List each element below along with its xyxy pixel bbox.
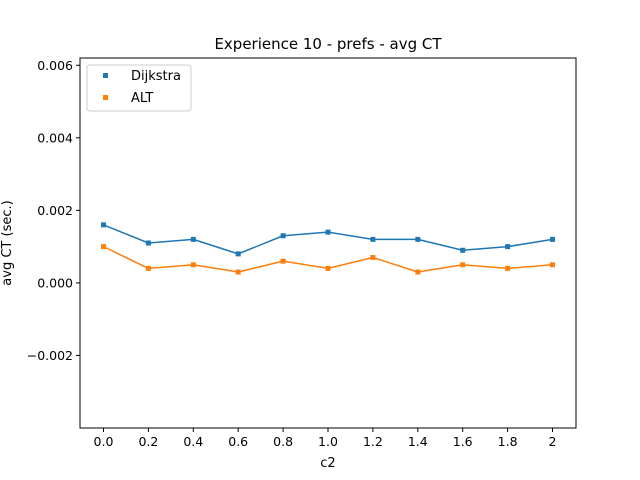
data-point-alt bbox=[235, 269, 241, 275]
legend-marker-alt bbox=[103, 95, 108, 100]
data-point-alt bbox=[370, 255, 376, 261]
x-tick-label: 1.0 bbox=[318, 434, 338, 449]
data-point-dijkstra bbox=[235, 251, 241, 257]
data-point-dijkstra bbox=[550, 236, 555, 242]
data-point-alt bbox=[101, 244, 106, 250]
y-tick-label: 0.004 bbox=[37, 130, 73, 145]
legend-label-alt: ALT bbox=[131, 91, 153, 106]
data-point-alt bbox=[145, 265, 151, 271]
y-tick-label: 0.006 bbox=[37, 58, 73, 73]
data-point-dijkstra bbox=[415, 236, 421, 242]
x-tick-label: 2 bbox=[549, 434, 557, 449]
plot-area bbox=[80, 58, 576, 428]
data-point-alt bbox=[460, 262, 466, 268]
y-tick-label: 0.000 bbox=[37, 275, 73, 290]
x-tick-label: 1.6 bbox=[453, 434, 473, 449]
data-point-dijkstra bbox=[190, 236, 196, 242]
data-point-dijkstra bbox=[101, 222, 106, 228]
y-axis-label: avg CT (sec.) bbox=[0, 200, 15, 285]
x-tick-label: 0.0 bbox=[94, 434, 114, 449]
legend-box bbox=[86, 64, 192, 112]
x-tick-label: 0.8 bbox=[273, 434, 293, 449]
data-point-alt bbox=[280, 258, 286, 264]
data-point-alt bbox=[325, 265, 331, 271]
x-axis-label: c2 bbox=[320, 456, 335, 471]
x-tick-label: 0.4 bbox=[183, 434, 203, 449]
data-point-alt bbox=[415, 269, 421, 275]
series-layer bbox=[101, 222, 555, 275]
legend-marker-dijkstra bbox=[103, 73, 108, 78]
data-point-alt bbox=[190, 262, 196, 268]
x-axis: 0.0 0.2 0.4 0.6 0.8 1.0 1.2 1.4 1.6 1.8 2 bbox=[94, 428, 557, 449]
x-tick-label: 1.8 bbox=[498, 434, 518, 449]
data-point-dijkstra bbox=[280, 233, 286, 239]
data-point-dijkstra bbox=[460, 247, 466, 253]
legend: Dijkstra ALT bbox=[86, 64, 192, 112]
data-point-dijkstra bbox=[505, 244, 511, 250]
x-tick-label: 1.2 bbox=[363, 434, 383, 449]
chart-title: Experience 10 - prefs - avg CT bbox=[214, 35, 442, 53]
x-tick-label: 1.4 bbox=[408, 434, 428, 449]
data-point-dijkstra bbox=[370, 236, 376, 242]
y-axis: −0.002 0.000 0.002 0.004 0.006 bbox=[27, 58, 80, 363]
y-tick-label: −0.002 bbox=[27, 348, 73, 363]
data-point-dijkstra bbox=[325, 229, 331, 235]
data-point-alt bbox=[550, 262, 555, 268]
y-tick-label: 0.002 bbox=[37, 203, 73, 218]
plot-frame bbox=[79, 57, 577, 429]
x-tick-label: 0.2 bbox=[138, 434, 158, 449]
x-tick-label: 0.6 bbox=[228, 434, 248, 449]
data-point-alt bbox=[505, 265, 511, 271]
data-point-dijkstra bbox=[145, 240, 151, 246]
legend-label-dijkstra: Dijkstra bbox=[131, 69, 181, 84]
